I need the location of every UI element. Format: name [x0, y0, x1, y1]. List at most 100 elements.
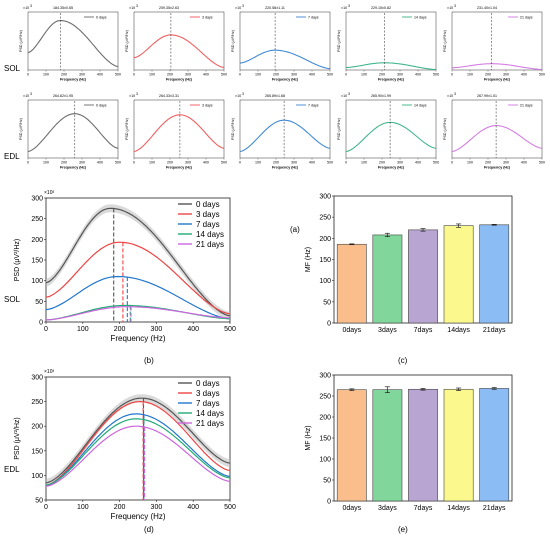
- x-tick-label: 0: [345, 161, 347, 165]
- x-tick-label: 300: [397, 161, 403, 165]
- x-tick-label: 300: [79, 161, 85, 165]
- small-panel-edl-3: 0 100 200 300 400 500 Frequency (Hz) PSD (μV²/H…: [337, 92, 439, 170]
- exponent-power: 3: [454, 92, 456, 96]
- exponent-power: 3: [136, 4, 138, 8]
- category-label: 0days: [342, 505, 361, 512]
- panel-frame: [239, 99, 331, 159]
- row-label-sol: SOL: [4, 64, 21, 73]
- category-label: 0days: [342, 327, 361, 334]
- mf-annotation: 220.58±1.11: [265, 6, 285, 10]
- row-label-edl: EDL: [4, 152, 20, 161]
- x-tick-label: 300: [151, 326, 163, 333]
- y-axis-label: PSD (μV²/Hz): [14, 239, 21, 282]
- legend-label: 14 days: [414, 16, 427, 20]
- exponent-label: ×10³: [44, 369, 54, 375]
- legend-label: 3 days: [202, 16, 213, 20]
- series-line: [45, 400, 231, 486]
- x-axis-label: Frequency (Hz): [272, 78, 299, 82]
- x-tick-label: 200: [114, 504, 126, 511]
- legend-label: 14 days: [414, 104, 427, 108]
- exponent-power: 3: [30, 92, 32, 96]
- y-tick-label: 100: [319, 457, 331, 464]
- small-panel-edl-4: 0 100 200 300 400 500 Frequency (Hz) PSD (μV²/H…: [443, 92, 545, 170]
- y-tick-label: 250: [31, 399, 43, 406]
- category-label: 7days: [414, 327, 433, 334]
- small-multiples: 0 100 200 300 400 500 Frequency (Hz) PSD (μV²/H…: [19, 4, 545, 170]
- x-tick-label: 400: [309, 73, 315, 77]
- mf-annotation: 265.90±1.99: [371, 94, 391, 98]
- panel-frame: [27, 11, 119, 71]
- legend-label: 21 days: [520, 16, 533, 20]
- edl-combined-chart: 50 100 150 200 250 300 0 100 200 300 400 500 Frequen…: [14, 369, 236, 521]
- y-tick-label: 250: [31, 216, 43, 223]
- series-line: [46, 304, 230, 321]
- y-axis-label: PSD (μV²/Hz): [443, 118, 447, 140]
- x-tick-label: 400: [415, 161, 421, 165]
- y-axis-label: PSD (μV²/Hz): [337, 30, 341, 52]
- series-line: [45, 425, 231, 487]
- x-tick-label: 100: [43, 73, 49, 77]
- x-tick-label: 200: [61, 161, 67, 165]
- x-tick-label: 500: [224, 326, 236, 333]
- exponent-label: ×10: [129, 94, 135, 98]
- x-tick-label: 200: [485, 73, 491, 77]
- bar: [408, 229, 438, 324]
- y-tick-label: 150: [31, 258, 43, 265]
- y-tick-label: 200: [319, 415, 331, 422]
- x-tick-label: 300: [503, 161, 509, 165]
- psd-curve: [345, 121, 437, 153]
- x-tick-label: 200: [379, 73, 385, 77]
- psd-curve: [133, 34, 225, 69]
- mf-annotation: 229.15±0.82: [371, 6, 391, 10]
- x-axis-label: Frequency (Hz): [484, 166, 511, 170]
- legend-label: 3 days: [196, 210, 220, 219]
- small-panel-edl-1: 0 100 200 300 400 500 Frequency (Hz) PSD (μV²/H…: [125, 92, 227, 170]
- series-line: [45, 207, 231, 317]
- x-tick-label: 500: [221, 73, 227, 77]
- mf-annotation: 264.33±3.31: [159, 94, 179, 98]
- mf-annotation: 267.99±1.51: [477, 94, 497, 98]
- psd-curve: [239, 119, 331, 153]
- category-label: 7days: [414, 505, 433, 512]
- panel-frame: [133, 99, 225, 159]
- edl-mf-bar-chart: 0 50 100 150 200 250 300 MF (Hz) 0days 3days 7days…: [305, 373, 513, 512]
- y-axis-label: PSD (μV²/Hz): [125, 30, 129, 52]
- x-tick-label: 500: [115, 161, 121, 165]
- y-tick-label: 100: [31, 473, 43, 480]
- bar: [372, 389, 403, 502]
- y-tick-label: 100: [319, 278, 331, 285]
- x-tick-label: 300: [291, 161, 297, 165]
- y-tick-label: 50: [35, 498, 43, 505]
- series-line: [45, 397, 231, 484]
- psd-curve: [345, 62, 437, 71]
- panel-frame: [27, 99, 119, 159]
- y-axis-label: PSD (μV²/Hz): [19, 118, 23, 140]
- x-tick-label: 200: [167, 161, 173, 165]
- series-line: [45, 275, 231, 320]
- series-line: [45, 241, 231, 315]
- panel-label-e: (e): [398, 525, 408, 534]
- x-tick-label: 0: [133, 73, 135, 77]
- bar: [336, 389, 367, 502]
- x-tick-label: 100: [149, 161, 155, 165]
- x-tick-label: 200: [273, 73, 279, 77]
- legend-label: 14 days: [196, 230, 224, 239]
- x-tick-label: 200: [379, 161, 385, 165]
- small-panel-sol-4: 0 100 200 300 400 500 Frequency (Hz) PSD (μV²/H…: [443, 4, 545, 82]
- y-axis-label: PSD (μV²/Hz): [231, 30, 235, 52]
- y-tick-label: 200: [319, 236, 331, 243]
- exponent-power: 3: [348, 92, 350, 96]
- exponent-label: ×10: [447, 6, 453, 10]
- x-tick-label: 400: [97, 161, 103, 165]
- x-tick-label: 0: [44, 326, 48, 333]
- y-tick-label: 300: [31, 375, 43, 382]
- y-tick-label: 0: [39, 320, 43, 327]
- series-line: [46, 306, 231, 321]
- exponent-label: ×10: [235, 6, 241, 10]
- x-axis-label: Frequency (Hz): [60, 166, 87, 170]
- legend-label: 7 days: [196, 399, 220, 408]
- confidence-band: [46, 204, 230, 320]
- category-label: 14days: [447, 327, 470, 334]
- bar: [443, 388, 474, 502]
- exponent-label: ×10: [23, 6, 29, 10]
